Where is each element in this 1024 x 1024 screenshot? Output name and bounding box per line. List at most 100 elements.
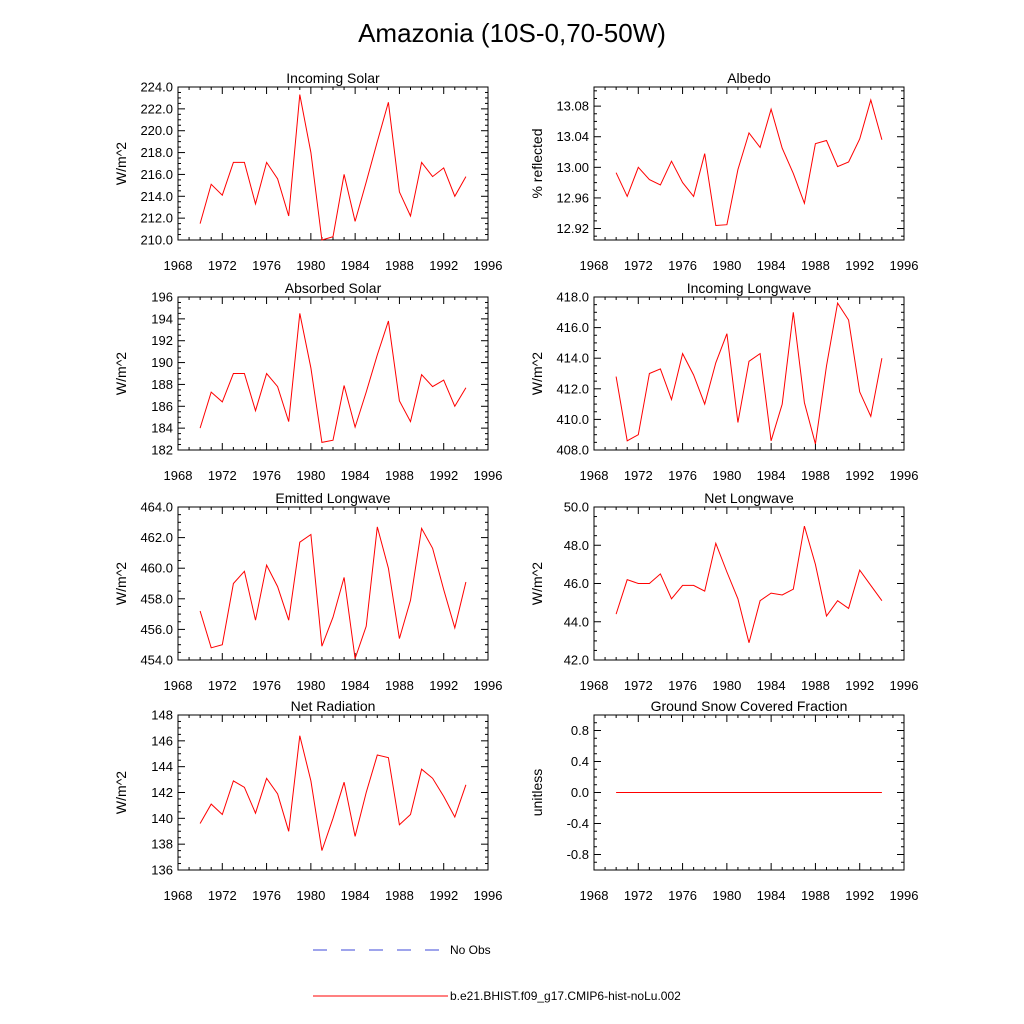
x-tick-label: 1980 [712, 678, 741, 693]
y-tick-label: 142 [151, 785, 173, 800]
x-tick-label: 1988 [801, 678, 830, 693]
x-tick-label: 1968 [580, 258, 609, 273]
x-tick-label: 1992 [845, 258, 874, 273]
y-tick-label: 460.0 [140, 561, 173, 576]
y-tick-label: 13.04 [556, 129, 589, 144]
y-tick-label: 44.0 [564, 614, 589, 629]
y-tick-label: 0.4 [571, 754, 589, 769]
x-tick-label: 1980 [712, 258, 741, 273]
legend-model-label: b.e21.BHIST.f09_g17.CMIP6-hist-noLu.002 [450, 989, 681, 1003]
y-tick-label: 462.0 [140, 530, 173, 545]
x-tick-label: 1976 [252, 888, 281, 903]
legend: No Obs b.e21.BHIST.f09_g17.CMIP6-hist-no… [313, 943, 681, 1003]
panel-absorbed-solar: Absorbed Solar W/m^2 1968 1972 1976 1980 1984 1… [113, 280, 502, 483]
y-tick-label: 140 [151, 811, 173, 826]
y-tick-label: 12.92 [556, 221, 589, 236]
x-tick-label: 1976 [668, 678, 697, 693]
x-tick-label: 1988 [385, 258, 414, 273]
x-tick-label: 1996 [890, 678, 919, 693]
x-tick-label: 1984 [341, 678, 370, 693]
y-tick-label: 50.0 [564, 500, 589, 515]
x-tick-label: 1972 [208, 678, 237, 693]
x-tick-label: 1972 [624, 888, 653, 903]
x-tick-label: 1988 [801, 258, 830, 273]
x-tick-label: 1988 [385, 468, 414, 483]
x-tick-label: 1980 [712, 888, 741, 903]
y-tick-label: 144 [151, 759, 173, 774]
y-tick-label: 216.0 [140, 167, 173, 182]
x-tick-label: 1992 [845, 888, 874, 903]
series-line [199, 526, 467, 659]
y-tick-label: 13.00 [556, 160, 589, 175]
y-tick-label: 0.0 [571, 785, 589, 800]
y-tick-label: 0.8 [571, 723, 589, 738]
panel-incoming-longwave: Incoming Longwave W/m^2 1968 1972 1976 1980 19… [529, 280, 918, 483]
x-tick-label: 1972 [624, 258, 653, 273]
panel-title: Incoming Solar [286, 70, 380, 86]
legend-obs-label: No Obs [450, 943, 491, 957]
x-tick-label: 1992 [429, 888, 458, 903]
y-tick-label: 190 [151, 355, 173, 370]
x-tick-label: 1980 [296, 258, 325, 273]
y-tick-label: 214.0 [140, 189, 173, 204]
x-tick-label: 1980 [296, 888, 325, 903]
y-tick-label: 194 [151, 311, 173, 326]
x-tick-label: 1988 [385, 678, 414, 693]
y-tick-label: 46.0 [564, 576, 589, 591]
x-tick-label: 1992 [845, 678, 874, 693]
panel-title: Absorbed Solar [285, 280, 382, 296]
y-axis-label: W/m^2 [113, 562, 129, 605]
x-tick-label: 1968 [164, 678, 193, 693]
x-tick-label: 1968 [580, 678, 609, 693]
y-tick-label: 456.0 [140, 622, 173, 637]
y-axis-label: W/m^2 [113, 142, 129, 185]
y-tick-label: 458.0 [140, 591, 173, 606]
y-tick-label: 212.0 [140, 211, 173, 226]
series-line [199, 94, 467, 241]
x-tick-label: 1984 [341, 258, 370, 273]
series-line [199, 735, 467, 851]
panels-group: Incoming Solar W/m^2 1968 1972 1976 1980 1984 1… [113, 70, 918, 903]
x-tick-label: 1972 [208, 888, 237, 903]
x-tick-label: 1984 [341, 888, 370, 903]
x-tick-label: 1976 [252, 678, 281, 693]
panel-title: Incoming Longwave [687, 280, 812, 296]
y-tick-label: 222.0 [140, 101, 173, 116]
y-tick-label: -0.8 [567, 847, 589, 862]
y-axis-label: W/m^2 [113, 771, 129, 814]
x-tick-label: 1980 [296, 678, 325, 693]
plot-frame [177, 506, 489, 661]
x-tick-label: 1988 [801, 468, 830, 483]
plot-frame [177, 86, 489, 241]
y-tick-label: 220.0 [140, 123, 173, 138]
series-line [615, 98, 883, 227]
y-tick-label: 192 [151, 333, 173, 348]
panel-title: Emitted Longwave [275, 490, 390, 506]
y-tick-label: 464.0 [140, 500, 173, 515]
panel-emitted-longwave: Emitted Longwave W/m^2 1968 1972 1976 1980 198… [113, 490, 502, 693]
x-tick-label: 1976 [668, 468, 697, 483]
y-tick-label: 224.0 [140, 80, 173, 95]
y-tick-label: 414.0 [556, 351, 589, 366]
y-tick-label: 196 [151, 290, 173, 305]
x-tick-label: 1988 [801, 888, 830, 903]
panel-net-radiation: Net Radiation W/m^2 1968 1972 1976 1980 1984 19… [113, 698, 502, 903]
y-tick-label: 136 [151, 863, 173, 878]
y-tick-label: 146 [151, 733, 173, 748]
panel-title: Net Radiation [291, 698, 376, 714]
x-tick-label: 1980 [296, 468, 325, 483]
x-tick-label: 1980 [712, 468, 741, 483]
y-tick-label: 48.0 [564, 538, 589, 553]
y-tick-label: 416.0 [556, 320, 589, 335]
y-tick-label: 13.08 [556, 99, 589, 114]
y-tick-label: 410.0 [556, 412, 589, 427]
x-tick-label: 1984 [757, 678, 786, 693]
y-tick-label: 418.0 [556, 290, 589, 305]
y-tick-label: 42.0 [564, 653, 589, 668]
y-tick-label: 454.0 [140, 653, 173, 668]
x-tick-label: 1968 [164, 468, 193, 483]
x-tick-label: 1988 [385, 888, 414, 903]
plot-frame [593, 296, 905, 451]
x-tick-label: 1976 [668, 888, 697, 903]
